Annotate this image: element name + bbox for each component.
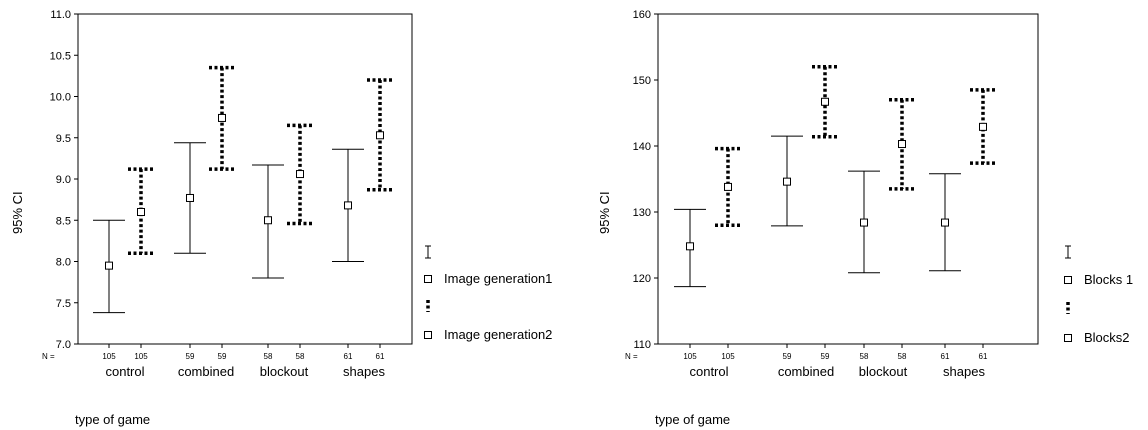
n-label: 58: [860, 352, 869, 361]
y-tick-label: 10.5: [50, 50, 71, 62]
mean-marker: [783, 177, 791, 186]
n-label: 105: [683, 352, 697, 361]
x-axis-title: type of game: [655, 412, 730, 427]
legend-label: Blocks 1: [1084, 272, 1133, 287]
y-tick-label: 150: [633, 75, 651, 87]
mean-marker: [860, 218, 868, 227]
legend-marker-icon: [1064, 334, 1072, 342]
mean-marker: [376, 131, 384, 140]
plot-frame: [657, 13, 1039, 345]
x-axis-title: type of game: [75, 412, 150, 427]
legend-label: Blocks2: [1084, 330, 1130, 345]
mean-marker: [724, 182, 732, 191]
y-tick-label: 140: [633, 141, 651, 153]
n-label: 58: [296, 352, 305, 361]
mean-marker: [344, 201, 352, 210]
mean-marker: [296, 170, 304, 179]
legend-marker-icon: [1064, 276, 1072, 284]
n-label: 105: [134, 352, 148, 361]
mean-marker: [941, 218, 949, 227]
y-tick-label: 10.0: [50, 92, 71, 104]
mean-marker: [264, 216, 272, 225]
category-label: combined: [778, 364, 834, 379]
category-label: blockout: [260, 364, 309, 379]
mean-marker: [186, 193, 194, 202]
legend-label: Image generation1: [444, 271, 552, 286]
category-label: blockout: [859, 364, 908, 379]
y-axis-label: 95% CI: [10, 191, 25, 234]
legend-label: Image generation2: [444, 327, 552, 342]
category-label: shapes: [343, 364, 385, 379]
y-tick-label: 8.5: [56, 215, 71, 227]
y-tick-label: 7.0: [56, 339, 71, 351]
y-tick-label: 9.0: [56, 174, 71, 186]
category-label: control: [689, 364, 728, 379]
n-label: 59: [783, 352, 792, 361]
n-label: 61: [979, 352, 988, 361]
category-label: combined: [178, 364, 234, 379]
plot-frame: [77, 13, 413, 345]
y-tick-label: 120: [633, 273, 651, 285]
y-tick-label: 11.0: [50, 9, 71, 21]
mean-marker: [218, 113, 226, 122]
n-prefix-label: N =: [625, 352, 638, 361]
n-label: 58: [898, 352, 907, 361]
mean-marker: [821, 97, 829, 106]
y-tick-label: 8.0: [56, 257, 71, 269]
legend-marker-icon: [424, 275, 432, 283]
y-tick-label: 9.5: [56, 133, 71, 145]
mean-marker: [979, 122, 987, 131]
n-label: 61: [941, 352, 950, 361]
legend-marker-icon: [424, 331, 432, 339]
mean-marker: [686, 242, 694, 251]
mean-marker: [105, 261, 113, 270]
n-label: 58: [264, 352, 273, 361]
n-label: 59: [186, 352, 195, 361]
mean-marker: [898, 140, 906, 149]
mean-marker: [137, 208, 145, 216]
y-axis-label: 95% CI: [597, 191, 612, 234]
n-prefix-label: N =: [42, 352, 55, 361]
y-tick-label: 110: [633, 339, 651, 351]
y-tick-label: 160: [633, 9, 651, 21]
n-label: 105: [721, 352, 735, 361]
n-label: 61: [344, 352, 353, 361]
n-label: 59: [821, 352, 830, 361]
y-tick-label: 130: [633, 207, 651, 219]
n-label: 105: [102, 352, 116, 361]
n-label: 61: [376, 352, 385, 361]
n-label: 59: [218, 352, 227, 361]
y-tick-label: 7.5: [56, 298, 71, 310]
category-label: shapes: [943, 364, 985, 379]
category-label: control: [105, 364, 144, 379]
